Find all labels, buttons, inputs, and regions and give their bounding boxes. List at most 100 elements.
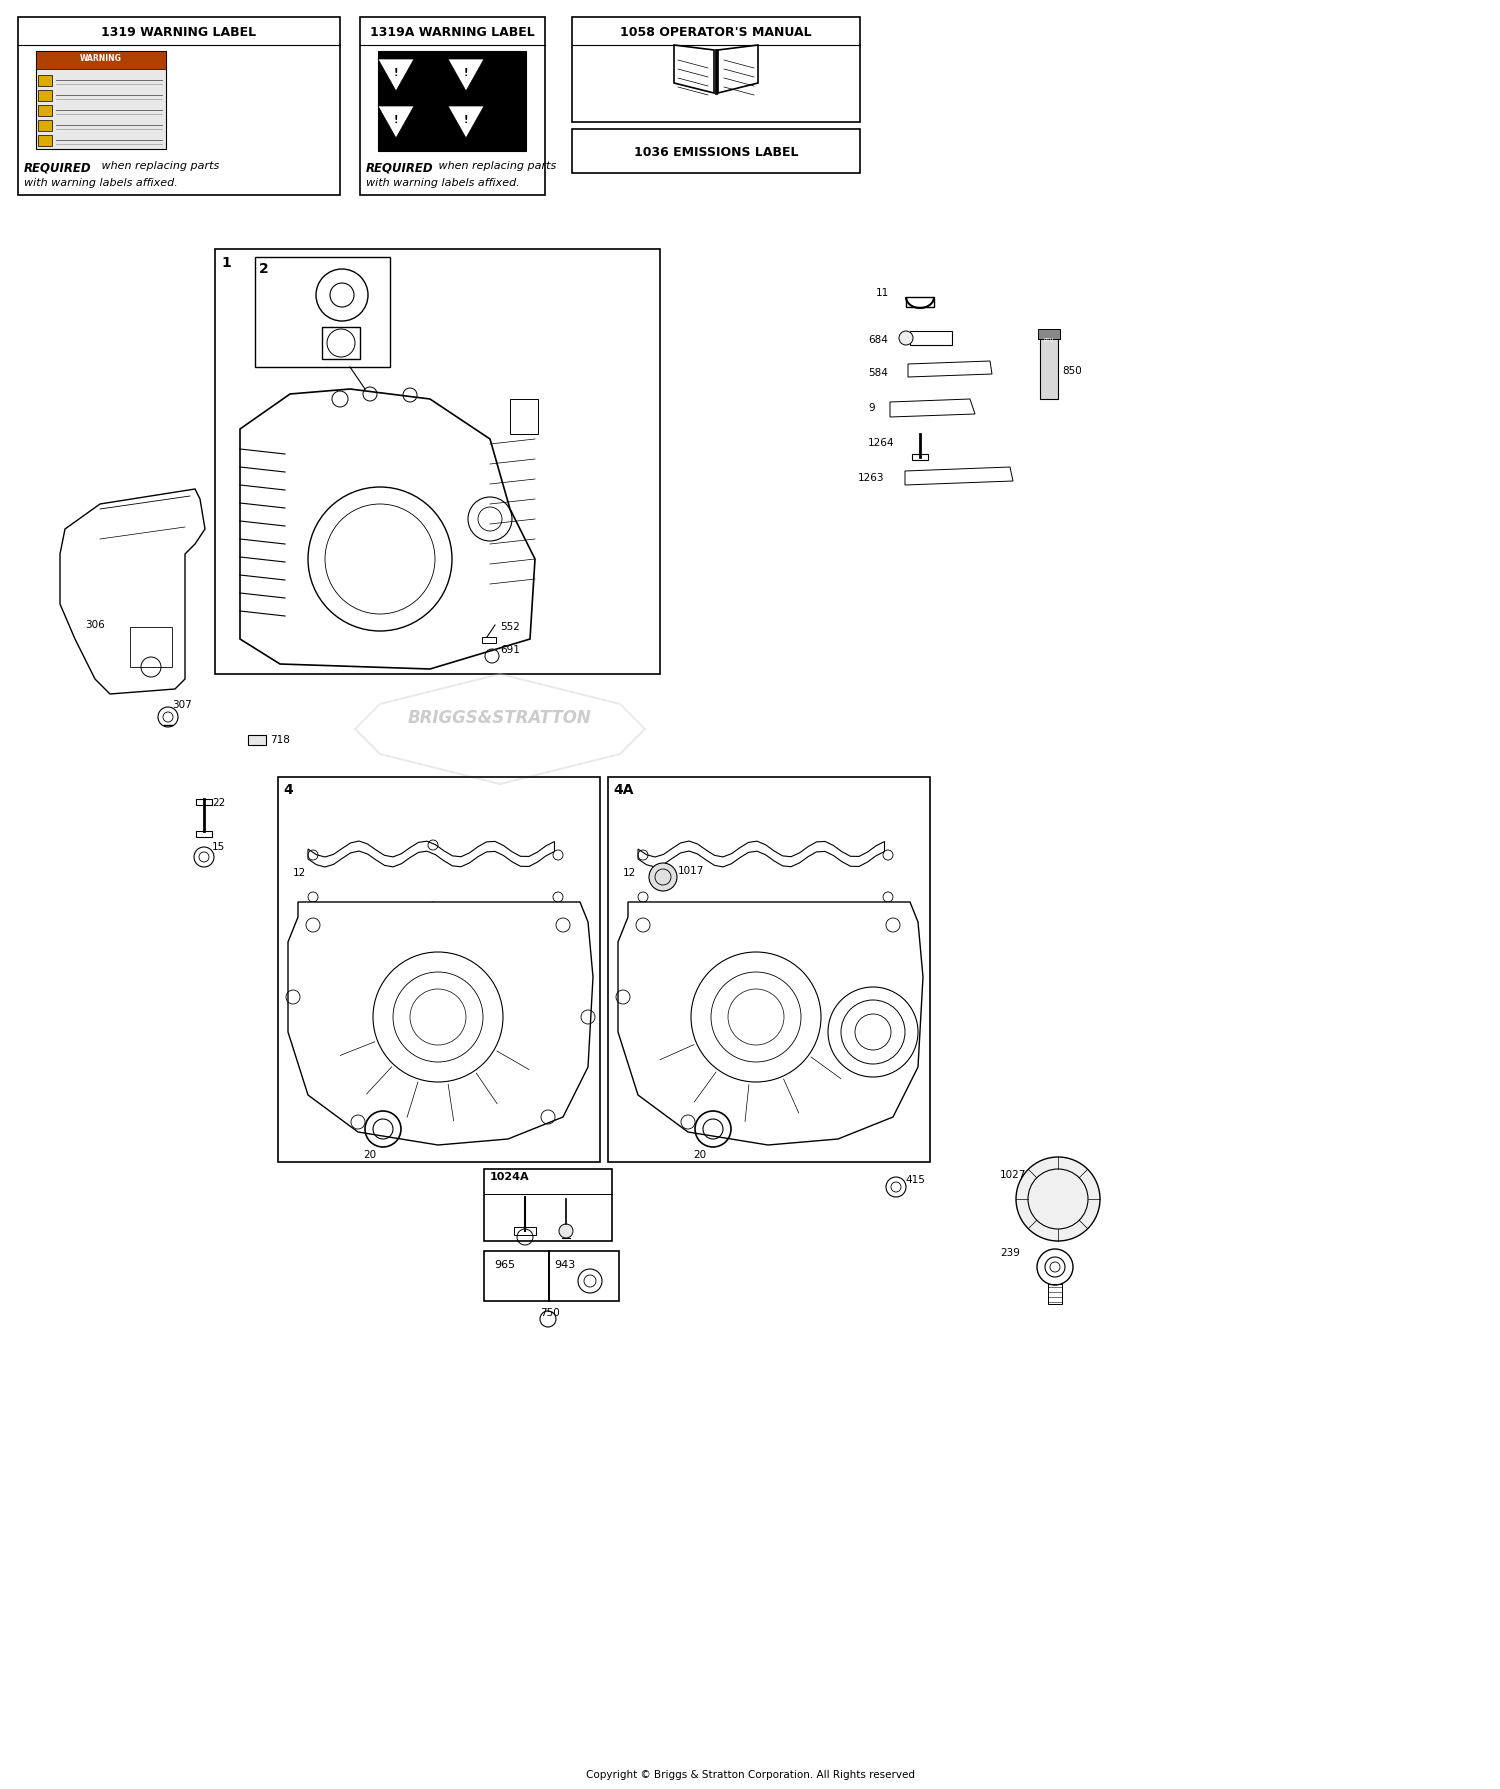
Text: 684: 684: [868, 335, 888, 345]
Text: with warning labels affixed.: with warning labels affixed.: [366, 177, 519, 188]
Bar: [322, 327, 360, 360]
Polygon shape: [904, 467, 1013, 487]
Text: 11: 11: [876, 288, 890, 297]
Bar: [484, 1170, 612, 1242]
Text: 15: 15: [211, 841, 225, 852]
Bar: [214, 250, 660, 674]
Text: 718: 718: [270, 735, 290, 744]
Bar: [18, 18, 340, 195]
Bar: [484, 1251, 549, 1301]
Text: !: !: [464, 68, 468, 79]
Bar: [248, 735, 266, 746]
Polygon shape: [890, 399, 975, 419]
Text: 9: 9: [868, 403, 874, 413]
Bar: [36, 52, 166, 70]
Bar: [36, 52, 166, 150]
Text: RTV: RTV: [1044, 338, 1054, 343]
Text: 2: 2: [260, 261, 268, 276]
Text: when replacing parts: when replacing parts: [435, 161, 556, 172]
Bar: [549, 1251, 620, 1301]
Text: 4: 4: [284, 782, 292, 796]
Circle shape: [560, 1224, 573, 1238]
Text: 20: 20: [363, 1149, 376, 1159]
Polygon shape: [908, 361, 992, 377]
Text: 4A: 4A: [614, 782, 633, 796]
Bar: [1040, 335, 1058, 399]
Bar: [38, 106, 52, 116]
Text: REQUIRED: REQUIRED: [24, 161, 92, 174]
Polygon shape: [638, 841, 885, 868]
Text: 1319A WARNING LABEL: 1319A WARNING LABEL: [370, 27, 536, 39]
Circle shape: [650, 864, 676, 891]
Text: 1027: 1027: [1000, 1170, 1026, 1179]
Text: !: !: [393, 114, 399, 125]
Text: 20: 20: [693, 1149, 706, 1159]
Bar: [38, 122, 52, 132]
Bar: [482, 637, 496, 644]
Text: 239: 239: [1000, 1247, 1020, 1258]
Bar: [360, 18, 544, 195]
Polygon shape: [618, 902, 922, 1145]
Text: 1263: 1263: [858, 472, 885, 483]
Bar: [572, 18, 860, 123]
Bar: [378, 52, 526, 152]
Bar: [196, 832, 211, 837]
Polygon shape: [308, 841, 555, 868]
Text: when replacing parts: when replacing parts: [98, 161, 219, 172]
Bar: [1038, 329, 1060, 340]
Text: 1017: 1017: [678, 866, 705, 875]
Text: 584: 584: [868, 369, 888, 377]
Text: !: !: [464, 114, 468, 125]
Polygon shape: [288, 902, 592, 1145]
Bar: [38, 136, 52, 147]
Text: 1024A: 1024A: [490, 1172, 530, 1181]
Polygon shape: [240, 390, 536, 669]
Text: 306: 306: [86, 619, 105, 630]
Bar: [514, 1227, 535, 1236]
Bar: [510, 399, 538, 435]
Text: !: !: [393, 68, 399, 79]
Bar: [38, 91, 52, 102]
Text: 850: 850: [1062, 365, 1082, 376]
Bar: [255, 258, 390, 369]
Text: 1058 OPERATOR'S MANUAL: 1058 OPERATOR'S MANUAL: [620, 27, 812, 39]
Text: 12: 12: [622, 868, 636, 878]
Bar: [608, 778, 930, 1163]
Polygon shape: [718, 47, 758, 95]
Bar: [196, 800, 211, 805]
Bar: [278, 778, 600, 1163]
Bar: [130, 628, 172, 667]
Text: BRIGGS&STRATTON: BRIGGS&STRATTON: [408, 708, 592, 726]
Bar: [912, 454, 928, 462]
Text: 1264: 1264: [868, 438, 894, 447]
Text: 691: 691: [500, 644, 520, 655]
Polygon shape: [378, 61, 414, 91]
Text: Copyright © Briggs & Stratton Corporation. All Rights reserved: Copyright © Briggs & Stratton Corporatio…: [585, 1769, 915, 1778]
Text: 1: 1: [220, 256, 231, 270]
Bar: [910, 331, 952, 345]
Bar: [906, 297, 934, 308]
Circle shape: [1016, 1157, 1100, 1242]
Text: 415: 415: [904, 1174, 926, 1184]
Polygon shape: [378, 107, 414, 140]
Text: 750: 750: [540, 1308, 560, 1317]
Text: 22: 22: [211, 798, 225, 807]
Text: 1036 EMISSIONS LABEL: 1036 EMISSIONS LABEL: [633, 145, 798, 159]
Circle shape: [898, 331, 914, 345]
Polygon shape: [674, 47, 714, 95]
Bar: [572, 131, 860, 174]
Text: REQUIRED: REQUIRED: [366, 161, 434, 174]
Text: WARNING: WARNING: [80, 54, 122, 63]
Text: 965: 965: [494, 1259, 514, 1268]
Polygon shape: [448, 107, 484, 140]
Text: 12: 12: [292, 868, 306, 878]
Bar: [38, 75, 52, 88]
Polygon shape: [448, 61, 484, 91]
Polygon shape: [60, 490, 206, 694]
Text: 307: 307: [172, 699, 192, 710]
Bar: [1048, 1285, 1062, 1304]
Text: 552: 552: [500, 621, 520, 632]
Text: 1319 WARNING LABEL: 1319 WARNING LABEL: [102, 27, 256, 39]
Text: with warning labels affixed.: with warning labels affixed.: [24, 177, 177, 188]
Text: 943: 943: [554, 1259, 576, 1268]
